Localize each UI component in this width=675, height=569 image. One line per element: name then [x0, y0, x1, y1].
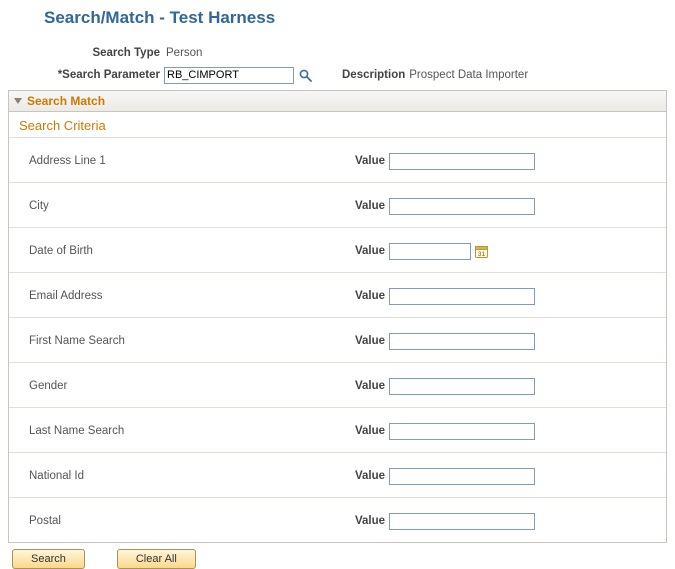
- value-input[interactable]: [389, 513, 535, 530]
- calendar-icon[interactable]: 31: [473, 243, 489, 259]
- value-label: Value: [349, 470, 385, 482]
- criteria-row: CityValue: [9, 183, 666, 228]
- svg-text:31: 31: [477, 251, 485, 258]
- section-header: Search Match: [8, 90, 667, 112]
- criteria-row: Email AddressValue: [9, 273, 666, 318]
- criteria-label: Gender: [9, 380, 349, 392]
- value-input[interactable]: [389, 423, 535, 440]
- criteria-label: Email Address: [9, 290, 349, 302]
- header-area: Search Type Person *Search Parameter Des…: [44, 42, 675, 86]
- search-type-value: Person: [164, 47, 202, 59]
- search-parameter-input[interactable]: [164, 67, 294, 84]
- criteria-panel: Search Criteria Address Line 1ValueCityV…: [8, 112, 667, 543]
- criteria-label: Address Line 1: [9, 155, 349, 167]
- description-value: Prospect Data Importer: [409, 69, 528, 81]
- criteria-title: Search Criteria: [9, 112, 666, 138]
- value-input[interactable]: [389, 243, 471, 260]
- criteria-label: City: [9, 200, 349, 212]
- value-input[interactable]: [389, 468, 535, 485]
- criteria-row: Last Name SearchValue: [9, 408, 666, 453]
- criteria-row: PostalValue: [9, 498, 666, 542]
- criteria-label: Postal: [9, 515, 349, 527]
- value-input[interactable]: [389, 378, 535, 395]
- value-input[interactable]: [389, 288, 535, 305]
- criteria-row: National IdValue: [9, 453, 666, 498]
- value-input[interactable]: [389, 198, 535, 215]
- value-input[interactable]: [389, 333, 535, 350]
- search-button[interactable]: Search: [12, 549, 85, 569]
- criteria-label: Date of Birth: [9, 245, 349, 257]
- criteria-row: Date of BirthValue 31: [9, 228, 666, 273]
- criteria-label: National Id: [9, 470, 349, 482]
- lookup-icon[interactable]: [298, 68, 312, 82]
- criteria-row: GenderValue: [9, 363, 666, 408]
- page-title: Search/Match - Test Harness: [44, 8, 675, 28]
- search-parameter-label: *Search Parameter: [44, 69, 164, 81]
- description-label: Description: [342, 69, 405, 81]
- value-label: Value: [349, 155, 385, 167]
- value-label: Value: [349, 335, 385, 347]
- clear-all-button[interactable]: Clear All: [117, 549, 196, 569]
- value-label: Value: [349, 425, 385, 437]
- value-label: Value: [349, 200, 385, 212]
- collapse-icon[interactable]: [11, 94, 25, 108]
- value-label: Value: [349, 245, 385, 257]
- value-input[interactable]: [389, 153, 535, 170]
- value-label: Value: [349, 380, 385, 392]
- criteria-label: Last Name Search: [9, 425, 349, 437]
- search-type-label: Search Type: [44, 47, 164, 59]
- value-label: Value: [349, 515, 385, 527]
- criteria-row: First Name SearchValue: [9, 318, 666, 363]
- section-title: Search Match: [27, 94, 105, 108]
- value-label: Value: [349, 290, 385, 302]
- criteria-label: First Name Search: [9, 335, 349, 347]
- criteria-row: Address Line 1Value: [9, 138, 666, 183]
